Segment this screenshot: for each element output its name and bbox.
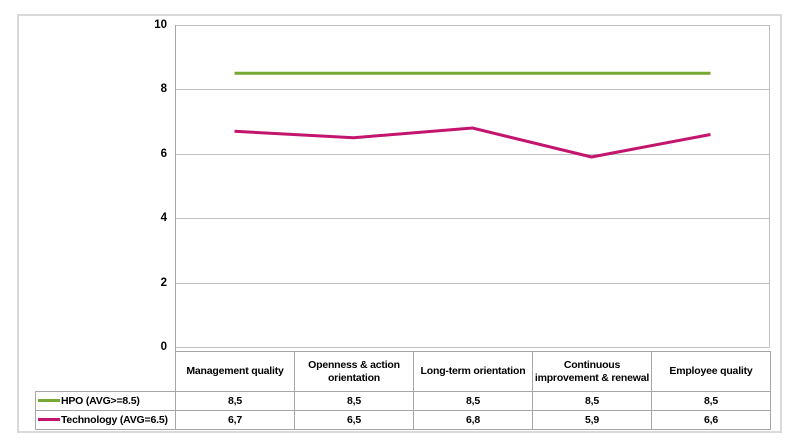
y-axis-tick-label: 0 [160, 341, 167, 353]
value-cell: 8,5 [294, 391, 414, 411]
y-axis-tick-label: 2 [160, 276, 167, 289]
value-cell: 8,5 [175, 391, 295, 411]
y-axis-tick-label: 4 [160, 212, 167, 225]
value-cell: 6,6 [651, 410, 771, 430]
category-header-cell: Employee quality [651, 351, 771, 392]
category-header-cell: Long-term orientation [413, 351, 533, 392]
table-row: Technology (AVG=6.5) 6,7 6,5 6,8 5,9 6,6 [35, 410, 771, 430]
legend-swatch-technology [38, 417, 60, 421]
table-header-row: Management quality Openness & action orie… [36, 351, 771, 392]
value-cell: 8,5 [532, 391, 652, 411]
value-cell: 6,7 [175, 410, 295, 430]
value-cell: 6,8 [413, 410, 533, 430]
series-line-technology [234, 126, 711, 159]
category-header-cell: Management quality [175, 351, 295, 392]
legend-cell: Technology (AVG=6.5) [35, 410, 176, 430]
legend-swatch-hpo [38, 398, 60, 402]
value-cell: 5,9 [532, 410, 652, 430]
category-header-cell: Continuous improvement & renewal [532, 351, 652, 392]
table-corner-cell [36, 352, 176, 392]
value-cell: 8,5 [651, 391, 771, 411]
legend-cell: HPO (AVG>=8.5) [35, 391, 176, 411]
y-axis-tick-label: 10 [154, 19, 167, 31]
category-header-cell: Openness & action orientation [294, 351, 414, 392]
table-row: HPO (AVG>=8.5) 8,5 8,5 8,5 8,5 8,5 [35, 391, 771, 411]
legend-label: HPO (AVG>=8.5) [61, 394, 140, 407]
y-axis-tick-label: 6 [160, 147, 167, 160]
value-cell: 6,5 [294, 410, 414, 430]
data-table: Management quality Openness & action orie… [35, 351, 771, 430]
legend-label: Technology (AVG=6.5) [61, 413, 168, 426]
value-cell: 8,5 [413, 391, 533, 411]
y-axis-tick-label: 8 [160, 83, 167, 96]
